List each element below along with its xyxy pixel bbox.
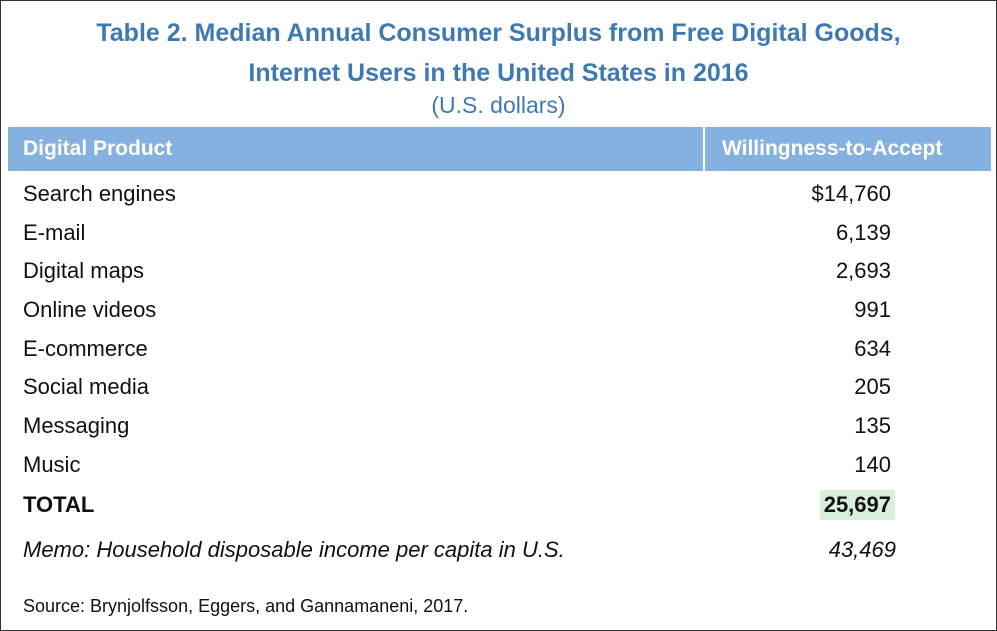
memo-row: Memo: Household disposable income per ca…: [1, 535, 996, 565]
total-row: TOTAL 25,697: [1, 490, 996, 520]
row-product: Online videos: [23, 297, 157, 322]
row-product: Music: [23, 452, 81, 477]
table-row: Online videos 991: [1, 295, 996, 325]
column-divider: [703, 127, 705, 171]
table-title-line-1: Table 2. Median Annual Consumer Surplus …: [96, 19, 901, 47]
table-row: E-mail 6,139: [1, 218, 996, 248]
row-value: 135: [854, 413, 891, 438]
total-label: TOTAL: [23, 492, 95, 517]
row-value: 2,693: [835, 258, 891, 283]
row-value: 205: [854, 374, 891, 399]
column-header-digital-product: Digital Product: [23, 137, 173, 160]
table-row: Digital maps 2,693: [1, 256, 996, 286]
row-value: 140: [854, 452, 891, 477]
table-row: Search engines $14,760: [1, 179, 996, 209]
table-header: Digital Product Willingness-to-Accept: [8, 127, 991, 171]
row-value: $14,760: [811, 181, 891, 206]
row-product: Search engines: [23, 181, 176, 206]
row-product: E-mail: [23, 220, 86, 245]
row-value: 634: [854, 336, 891, 361]
row-value: 991: [854, 297, 891, 322]
column-header-willingness-to-accept: Willingness-to-Accept: [722, 137, 943, 160]
table-row: E-commerce 634: [1, 334, 996, 364]
memo-value: 43,469: [828, 537, 896, 562]
source-note: Source: Brynjolfsson, Eggers, and Gannam…: [23, 596, 469, 616]
table-title-line-2: Internet Users in the United States in 2…: [248, 59, 749, 87]
row-product: Social media: [23, 374, 149, 399]
table-subtitle: (U.S. dollars): [431, 92, 566, 118]
memo-label: Memo: Household disposable income per ca…: [23, 537, 565, 562]
table-row: Social media 205: [1, 372, 996, 402]
row-product: Messaging: [23, 413, 130, 438]
total-value: 25,697: [819, 490, 895, 520]
table-row: Messaging 135: [1, 411, 996, 441]
row-product: E-commerce: [23, 336, 148, 361]
row-product: Digital maps: [23, 258, 145, 283]
row-value: 6,139: [835, 220, 891, 245]
table-row: Music 140: [1, 450, 996, 480]
